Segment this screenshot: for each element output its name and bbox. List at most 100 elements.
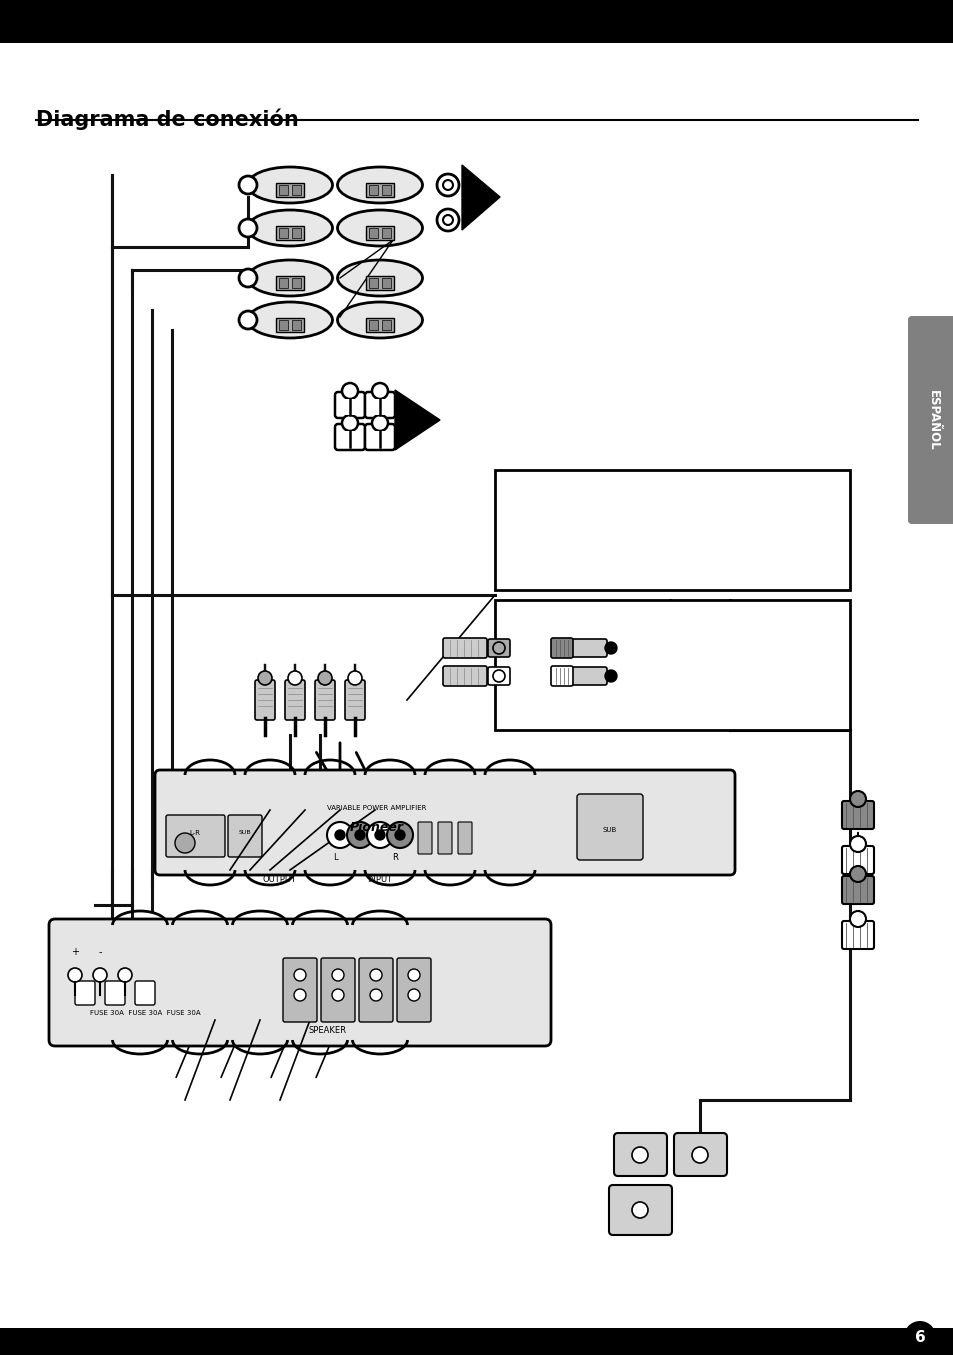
Bar bbox=[275, 276, 304, 290]
Bar bbox=[278, 320, 288, 331]
Circle shape bbox=[68, 967, 82, 982]
Circle shape bbox=[327, 822, 353, 848]
Bar bbox=[275, 226, 304, 240]
Ellipse shape bbox=[337, 260, 422, 295]
FancyBboxPatch shape bbox=[488, 640, 510, 657]
FancyBboxPatch shape bbox=[358, 958, 393, 1022]
Bar bbox=[275, 318, 304, 332]
Bar bbox=[278, 278, 288, 289]
FancyBboxPatch shape bbox=[365, 392, 395, 417]
FancyBboxPatch shape bbox=[551, 667, 573, 686]
Bar bbox=[375, 398, 385, 415]
Circle shape bbox=[436, 173, 458, 196]
Circle shape bbox=[493, 642, 504, 654]
Circle shape bbox=[294, 969, 306, 981]
Bar bbox=[0, 1328, 953, 1355]
Circle shape bbox=[239, 220, 256, 237]
Bar bbox=[366, 183, 394, 196]
FancyBboxPatch shape bbox=[488, 667, 510, 686]
Text: ESPAÑOL: ESPAÑOL bbox=[925, 390, 939, 450]
Circle shape bbox=[347, 822, 373, 848]
FancyBboxPatch shape bbox=[457, 822, 472, 854]
Circle shape bbox=[493, 669, 504, 682]
Text: L-R: L-R bbox=[190, 831, 200, 836]
Circle shape bbox=[355, 831, 365, 840]
Bar bbox=[381, 228, 391, 238]
Circle shape bbox=[174, 833, 194, 854]
Bar bbox=[292, 278, 301, 289]
Bar bbox=[495, 600, 849, 730]
FancyBboxPatch shape bbox=[396, 958, 431, 1022]
Text: FUSE 30A  FUSE 30A  FUSE 30A: FUSE 30A FUSE 30A FUSE 30A bbox=[90, 1009, 200, 1016]
Ellipse shape bbox=[337, 167, 422, 203]
Text: 6: 6 bbox=[914, 1329, 924, 1344]
Circle shape bbox=[370, 969, 381, 981]
Circle shape bbox=[288, 671, 302, 686]
Bar bbox=[366, 276, 394, 290]
Bar bbox=[345, 431, 355, 447]
FancyBboxPatch shape bbox=[254, 680, 274, 720]
Text: VARIABLE POWER AMPLIFIER: VARIABLE POWER AMPLIFIER bbox=[327, 805, 426, 812]
FancyBboxPatch shape bbox=[442, 667, 486, 686]
Circle shape bbox=[348, 671, 361, 686]
Circle shape bbox=[691, 1146, 707, 1163]
Circle shape bbox=[408, 969, 419, 981]
Bar bbox=[366, 226, 394, 240]
Text: Diagrama de conexión: Diagrama de conexión bbox=[36, 108, 298, 130]
Polygon shape bbox=[461, 165, 499, 230]
Circle shape bbox=[317, 671, 332, 686]
Circle shape bbox=[370, 989, 381, 1001]
Bar bbox=[292, 186, 301, 195]
FancyBboxPatch shape bbox=[577, 794, 642, 860]
Circle shape bbox=[849, 836, 865, 852]
Circle shape bbox=[332, 969, 344, 981]
FancyBboxPatch shape bbox=[228, 814, 262, 856]
FancyBboxPatch shape bbox=[345, 680, 365, 720]
Circle shape bbox=[604, 669, 617, 682]
Circle shape bbox=[239, 270, 256, 287]
FancyBboxPatch shape bbox=[614, 1133, 666, 1176]
FancyBboxPatch shape bbox=[314, 680, 335, 720]
FancyBboxPatch shape bbox=[417, 822, 432, 854]
Circle shape bbox=[849, 791, 865, 808]
FancyBboxPatch shape bbox=[571, 667, 606, 686]
Bar bbox=[369, 320, 377, 331]
FancyBboxPatch shape bbox=[335, 424, 365, 450]
Circle shape bbox=[341, 415, 357, 431]
FancyBboxPatch shape bbox=[154, 770, 734, 875]
Circle shape bbox=[332, 989, 344, 1001]
FancyBboxPatch shape bbox=[105, 981, 125, 1005]
Text: +: + bbox=[71, 947, 79, 957]
Circle shape bbox=[372, 383, 388, 398]
FancyBboxPatch shape bbox=[571, 640, 606, 657]
Text: -: - bbox=[98, 947, 102, 957]
FancyBboxPatch shape bbox=[285, 680, 305, 720]
Circle shape bbox=[375, 831, 385, 840]
FancyBboxPatch shape bbox=[608, 1186, 671, 1234]
Bar bbox=[381, 186, 391, 195]
Circle shape bbox=[395, 831, 405, 840]
Bar bbox=[292, 228, 301, 238]
Text: SUB: SUB bbox=[602, 827, 617, 833]
FancyBboxPatch shape bbox=[907, 316, 953, 524]
Bar bbox=[278, 186, 288, 195]
FancyBboxPatch shape bbox=[283, 958, 316, 1022]
Ellipse shape bbox=[337, 210, 422, 247]
Circle shape bbox=[372, 415, 388, 431]
Circle shape bbox=[631, 1146, 647, 1163]
Circle shape bbox=[442, 215, 453, 225]
FancyBboxPatch shape bbox=[135, 981, 154, 1005]
Circle shape bbox=[387, 822, 413, 848]
Bar bbox=[369, 228, 377, 238]
Text: L: L bbox=[333, 854, 337, 862]
Circle shape bbox=[849, 866, 865, 882]
Bar bbox=[275, 183, 304, 196]
Ellipse shape bbox=[247, 210, 333, 247]
Circle shape bbox=[92, 967, 107, 982]
FancyBboxPatch shape bbox=[442, 638, 486, 659]
Bar bbox=[381, 320, 391, 331]
Bar bbox=[495, 470, 849, 589]
FancyBboxPatch shape bbox=[335, 392, 365, 417]
Circle shape bbox=[118, 967, 132, 982]
Ellipse shape bbox=[337, 302, 422, 337]
